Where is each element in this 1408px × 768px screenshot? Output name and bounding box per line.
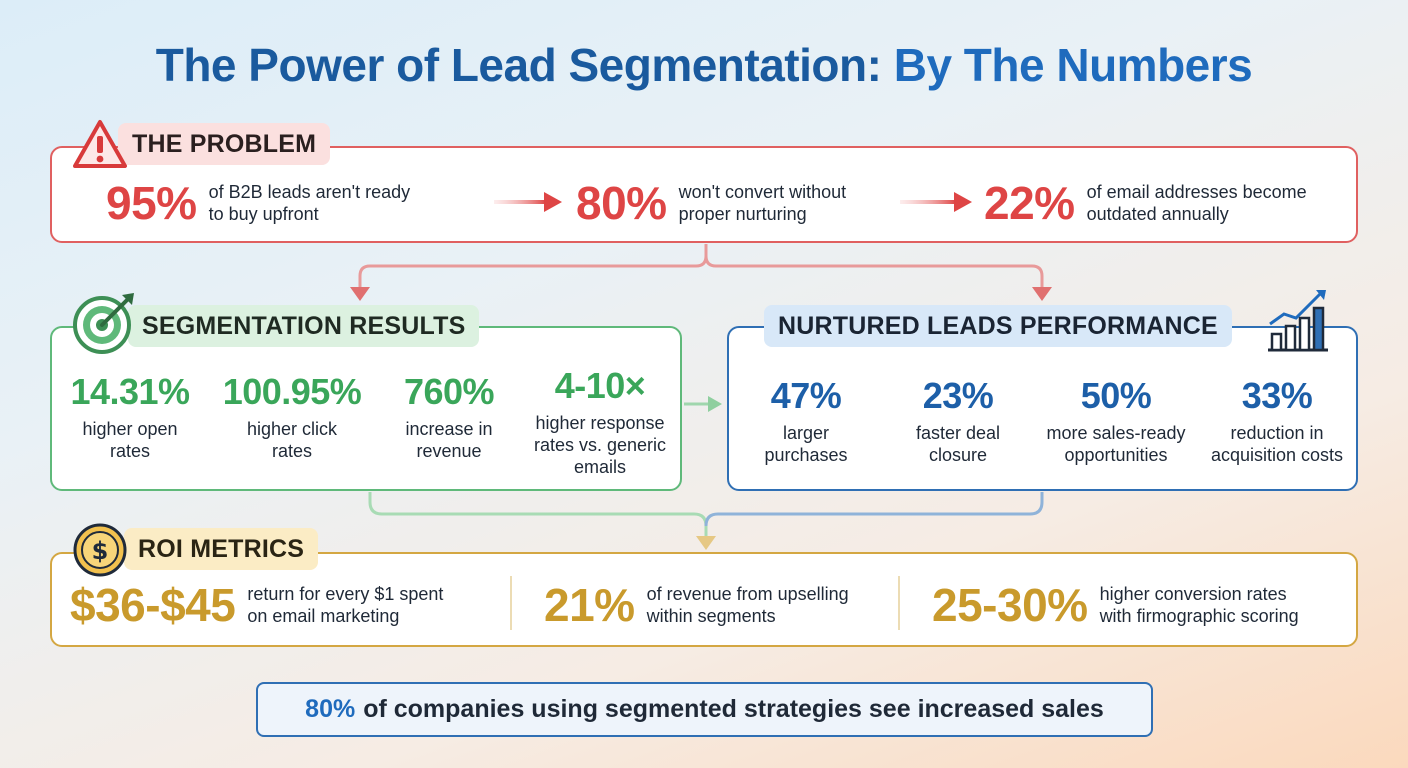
segmentation-stat-1: 14.31% higher open rates (60, 374, 200, 462)
arrow-right-icon (900, 192, 972, 212)
stat-value: 95% (106, 177, 197, 229)
stat-value: 33% (1241, 375, 1313, 416)
footer-highlight: 80% (305, 695, 356, 723)
segmentation-heading: SEGMENTATION RESULTS (128, 305, 480, 347)
stat-description: won't convert without proper nurturing (678, 182, 847, 224)
stat-value: 22% (984, 177, 1075, 229)
title-sub: By The Numbers (893, 39, 1253, 91)
stat-value: 25-30% (932, 579, 1088, 631)
stat-description: higher conversion rates with firmographi… (1099, 584, 1299, 626)
svg-text:$: $ (92, 537, 109, 565)
stat-description: faster deal closure (915, 423, 1001, 465)
page-title: The Power of Lead Segmentation: By The N… (0, 38, 1408, 92)
footer-text: of companies using segmented strategies … (363, 695, 1104, 723)
stat-value: 21% (544, 579, 635, 631)
growth-chart-icon (1268, 290, 1328, 352)
nurtured-stat-3: 50% more sales-ready opportunities (1034, 378, 1198, 466)
stat-description: higher response rates vs. generic emails (533, 413, 667, 477)
roi-stat-3: 25-30% higher conversion rates with firm… (932, 582, 1299, 628)
stat-value: 47% (770, 375, 842, 416)
stat-value: 100.95% (222, 371, 362, 412)
divider (898, 576, 900, 630)
nurtured-panel (727, 326, 1358, 491)
footer-callout: 80% of companies using segmented strateg… (256, 682, 1153, 737)
stat-value: 80% (576, 177, 667, 229)
problem-stat-1: 95% of B2B leads aren't ready to buy upf… (106, 180, 410, 226)
roi-stat-1: $36-$45 return for every $1 spent on ema… (70, 582, 443, 628)
stat-value: 23% (922, 375, 994, 416)
stat-description: higher click rates (246, 419, 338, 461)
stat-description: of email addresses become outdated annua… (1086, 182, 1307, 224)
arrow-right-icon (494, 192, 562, 212)
nurtured-stat-4: 33% reduction in acquisition costs (1200, 378, 1354, 466)
segmentation-panel (50, 326, 682, 491)
warning-triangle-icon (73, 120, 127, 168)
stat-description: of revenue from upselling within segment… (646, 584, 849, 626)
stat-description: larger purchases (764, 423, 848, 465)
roi-stat-2: 21% of revenue from upselling within seg… (544, 582, 849, 628)
stat-description: increase in revenue (405, 419, 493, 461)
stat-description: reduction in acquisition costs (1210, 423, 1344, 465)
segmentation-stat-4: 4-10× higher response rates vs. generic … (520, 368, 680, 478)
nurtured-heading: NURTURED LEADS PERFORMANCE (764, 305, 1232, 347)
stat-value: 14.31% (70, 371, 190, 412)
segmentation-stat-2: 100.95% higher click rates (207, 374, 377, 462)
stat-description: of B2B leads aren't ready to buy upfront (208, 182, 411, 224)
roi-heading: ROI METRICS (124, 528, 319, 570)
problem-heading: THE PROBLEM (118, 123, 331, 165)
stat-description: return for every $1 spent on email marke… (247, 584, 444, 626)
target-icon (73, 293, 134, 354)
nurtured-stat-2: 23% faster deal closure (888, 378, 1028, 466)
dollar-coin-icon: $ (73, 523, 127, 577)
stat-value: 4-10× (554, 365, 646, 406)
problem-stat-3: 22% of email addresses become outdated a… (984, 180, 1307, 226)
divider (510, 576, 512, 630)
title-main: The Power of Lead Segmentation: (155, 39, 882, 91)
problem-stat-2: 80% won't convert without proper nurturi… (576, 180, 846, 226)
stat-description: higher open rates (82, 419, 178, 461)
stat-value: $36-$45 (70, 579, 236, 631)
segmentation-stat-3: 760% increase in revenue (384, 374, 514, 462)
stat-description: more sales-ready opportunities (1046, 423, 1186, 465)
nurtured-stat-1: 47% larger purchases (736, 378, 876, 466)
stat-value: 760% (403, 371, 495, 412)
stat-value: 50% (1080, 375, 1152, 416)
